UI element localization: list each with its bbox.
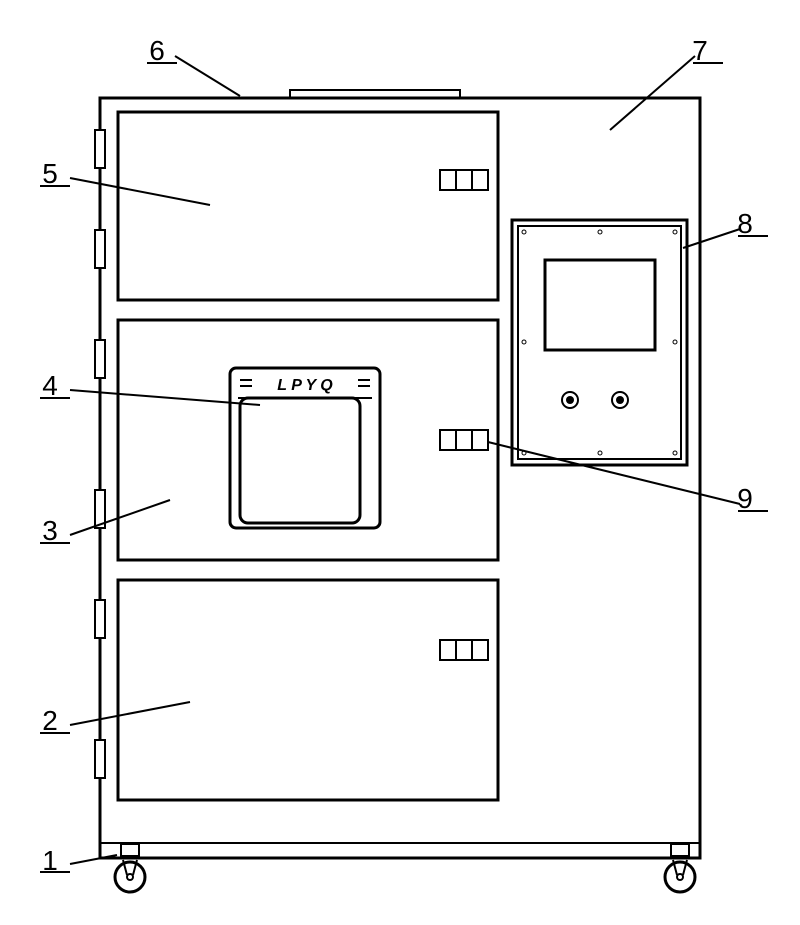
screw-0 (522, 230, 526, 234)
hinge-5 (95, 740, 105, 778)
caster-1 (665, 844, 695, 892)
callout-label-9: 9 (737, 483, 753, 514)
hinge-0 (95, 130, 105, 168)
window-glass (240, 398, 360, 523)
leader-line-6 (175, 56, 240, 96)
screw-4 (598, 451, 602, 455)
callout-label-4: 4 (42, 370, 58, 401)
leader-line-9 (488, 442, 740, 504)
callout-label-7: 7 (692, 35, 708, 66)
leader-line-2 (70, 702, 190, 725)
callout-label-8: 8 (737, 208, 753, 239)
leader-line-3 (70, 500, 170, 535)
handle-2 (440, 640, 488, 660)
door-top (118, 112, 498, 300)
callout-label-6: 6 (149, 35, 165, 66)
screw-7 (673, 340, 677, 344)
caster-0 (115, 844, 145, 892)
leader-line-8 (683, 229, 740, 248)
screw-5 (673, 451, 677, 455)
door-bot (118, 580, 498, 800)
leader-line-7 (610, 56, 695, 130)
technical-diagram: L P Y Q 1 2 3 4 5 6 7 8 9 (0, 0, 800, 925)
callout-label-2: 2 (42, 705, 58, 736)
screw-2 (673, 230, 677, 234)
knob-1 (616, 396, 624, 404)
hinge-4 (95, 600, 105, 638)
screw-1 (598, 230, 602, 234)
callout-label-5: 5 (42, 158, 58, 189)
screw-6 (522, 340, 526, 344)
hinge-1 (95, 230, 105, 268)
hinge-2 (95, 340, 105, 378)
leader-line-5 (70, 178, 210, 205)
control-panel-outer (512, 220, 687, 465)
cabinet-outline (100, 98, 700, 858)
handle-1 (440, 430, 488, 450)
handle-0 (440, 170, 488, 190)
control-screen (545, 260, 655, 350)
callout-label-3: 3 (42, 515, 58, 546)
callout-label-1: 1 (42, 845, 58, 876)
window-brand-label: L P Y Q (277, 377, 333, 394)
knob-0 (566, 396, 574, 404)
